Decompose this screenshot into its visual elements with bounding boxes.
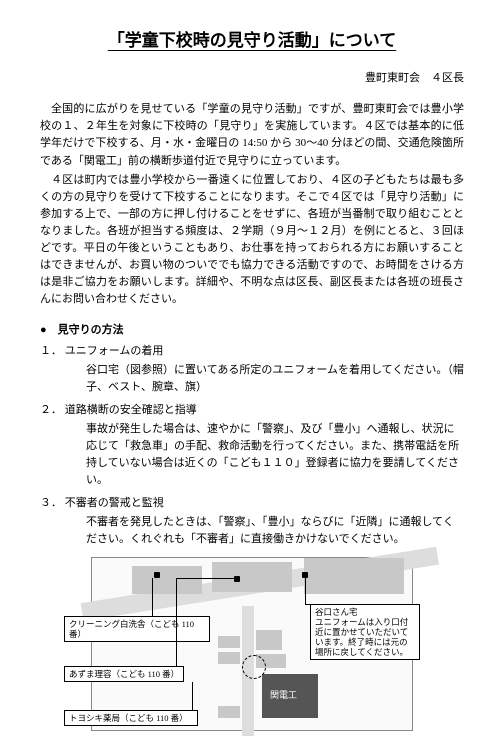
item-label: 道路横断の安全確認と指導 xyxy=(65,404,197,416)
page-title: 「学童下校時の見守り活動」について xyxy=(40,28,464,54)
method-item-3: ３． 不審者の警戒と監視 xyxy=(40,495,464,512)
map-callout-taniguchi-title: 谷口さん宅 xyxy=(315,607,415,617)
map-marker-circle xyxy=(242,655,266,679)
method-body-3: 不審者を発見したときは、「警察」、「豊小」ならびに「近隣」に通報してください。く… xyxy=(40,514,464,548)
item-number: ３． xyxy=(40,497,62,509)
map-label-kanden: 関電工 xyxy=(270,689,297,703)
method-item-1: １． ユニフォームの着用 xyxy=(40,343,464,360)
paragraph-2: ４区は町内では豊小学校から一番遠くに位置しており、４区の子どもたちは最も多くの方… xyxy=(40,172,464,308)
map-callout-taniguchi: 谷口さん宅 ユニフォームは入り口付近に置かせていただいています。終了時には元の場… xyxy=(310,604,420,661)
item-number: １． xyxy=(40,345,62,357)
method-heading: ● 見守りの方法 xyxy=(40,322,464,339)
item-label: ユニフォームの着用 xyxy=(65,345,164,357)
method-item-2: ２． 道路横断の安全確認と指導 xyxy=(40,402,464,419)
map-callout-azuma: あずま理容（こども 110 番） xyxy=(64,666,184,682)
method-body-2: 事故が発生した場合は、速やかに「警察」、及び「豊小」へ通報し、状況に応じて「救急… xyxy=(40,421,464,489)
method-body-1: 谷口宅（図参照）に置いてある所定のユニフォームを着用してください。（帽子、ベスト… xyxy=(40,362,464,396)
item-label: 不審者の警戒と監視 xyxy=(65,497,164,509)
item-number: ２． xyxy=(40,404,62,416)
paragraph-1: 全国的に広がりを見せている「学童の見守り活動」ですが、豊町東町会では豊小学校の１… xyxy=(40,101,464,169)
byline: 豊町東町会 ４区長 xyxy=(40,70,464,87)
map-callout-taniguchi-body: ユニフォームは入り口付近に置かせていただいています。終了時には元の場所に戻してく… xyxy=(315,617,415,658)
map-callout-toyoshiki: トヨシキ薬局（こども 110 番） xyxy=(64,710,198,726)
map-callout-cleaning: クリーニング白洗舎（こども 110 番） xyxy=(64,616,210,642)
map-diagram: 関電工 クリーニング白洗舎（こども 110 番） あずま理容（こども 110 番… xyxy=(91,557,413,731)
